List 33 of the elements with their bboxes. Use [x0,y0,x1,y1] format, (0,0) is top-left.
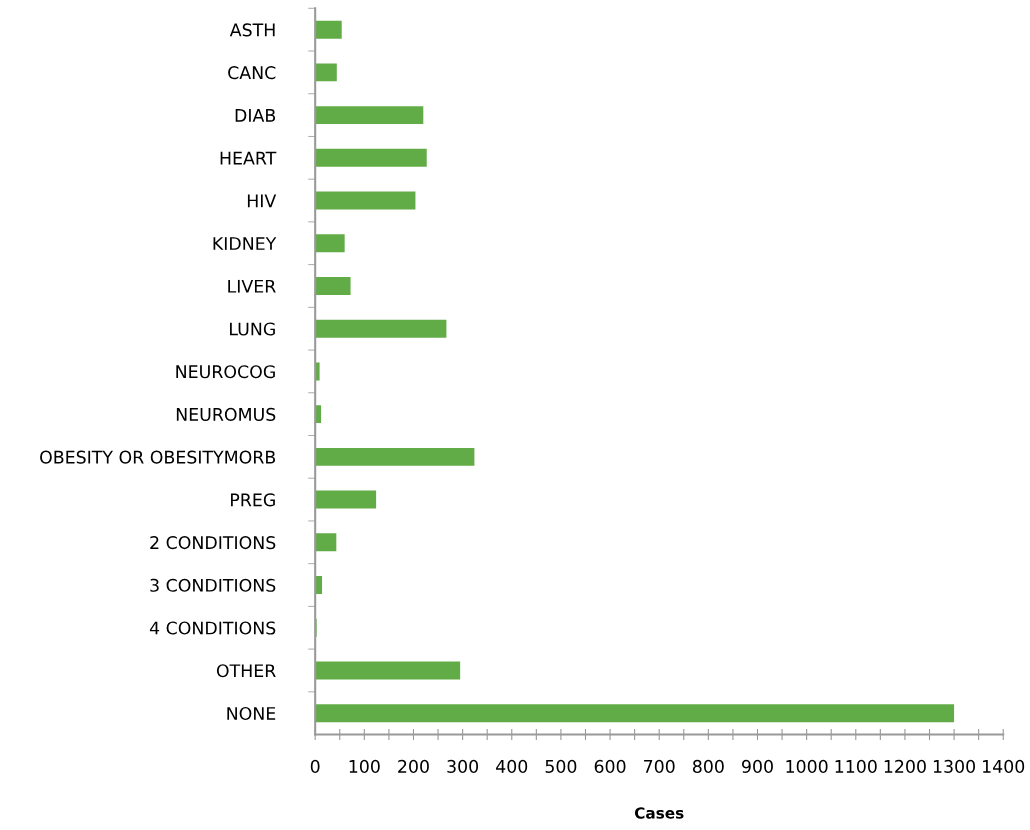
x-tick-label: 800 [692,759,724,773]
y-tick-label: ASTH [229,23,275,37]
y-tick-label: HEART [220,151,277,165]
x-tick-label: 400 [496,759,528,773]
x-axis-title: Cases [634,807,684,819]
y-tick-label: OBESITY OR OBESITYMORB [40,450,276,464]
y-tick-label: 3 CONDITIONS [150,578,276,592]
x-tick-label: 900 [742,759,773,773]
y-tick-label: KIDNEY [213,237,277,250]
x-tick-label: 1300 [933,759,976,773]
x-tick-label: 1200 [884,759,926,773]
y-tick-label: PREG [231,493,275,507]
y-tick-label: LUNG [230,322,275,336]
x-tick-label: 0 [310,759,320,773]
x-tick-label: 100 [349,759,380,773]
x-tick-label: 600 [594,759,626,773]
x-tick-label: 1000 [786,759,828,773]
y-tick-label: NEUROCOG [176,365,275,379]
y-tick-label: NONE [227,706,276,721]
y-tick-label: 2 CONDITIONS [150,536,276,550]
y-tick-label: LIVER [228,279,276,293]
x-tick-label: 1400 [983,759,1025,773]
y-tick-label: CANC [228,66,276,80]
x-tick-label: 500 [545,759,577,773]
y-tick-label: OTHER [216,664,276,678]
x-tick-label: 1100 [835,759,877,773]
y-tick-label: NEUROMUS [176,407,276,421]
x-tick-label: 300 [447,759,479,773]
y-tick-label: HIV [247,194,277,208]
y-tick-label: 4 CONDITIONS [149,621,276,635]
x-tick-label: 700 [644,759,675,773]
y-tick-label: DIAB [235,109,276,122]
x-tick-label: 200 [398,759,429,773]
